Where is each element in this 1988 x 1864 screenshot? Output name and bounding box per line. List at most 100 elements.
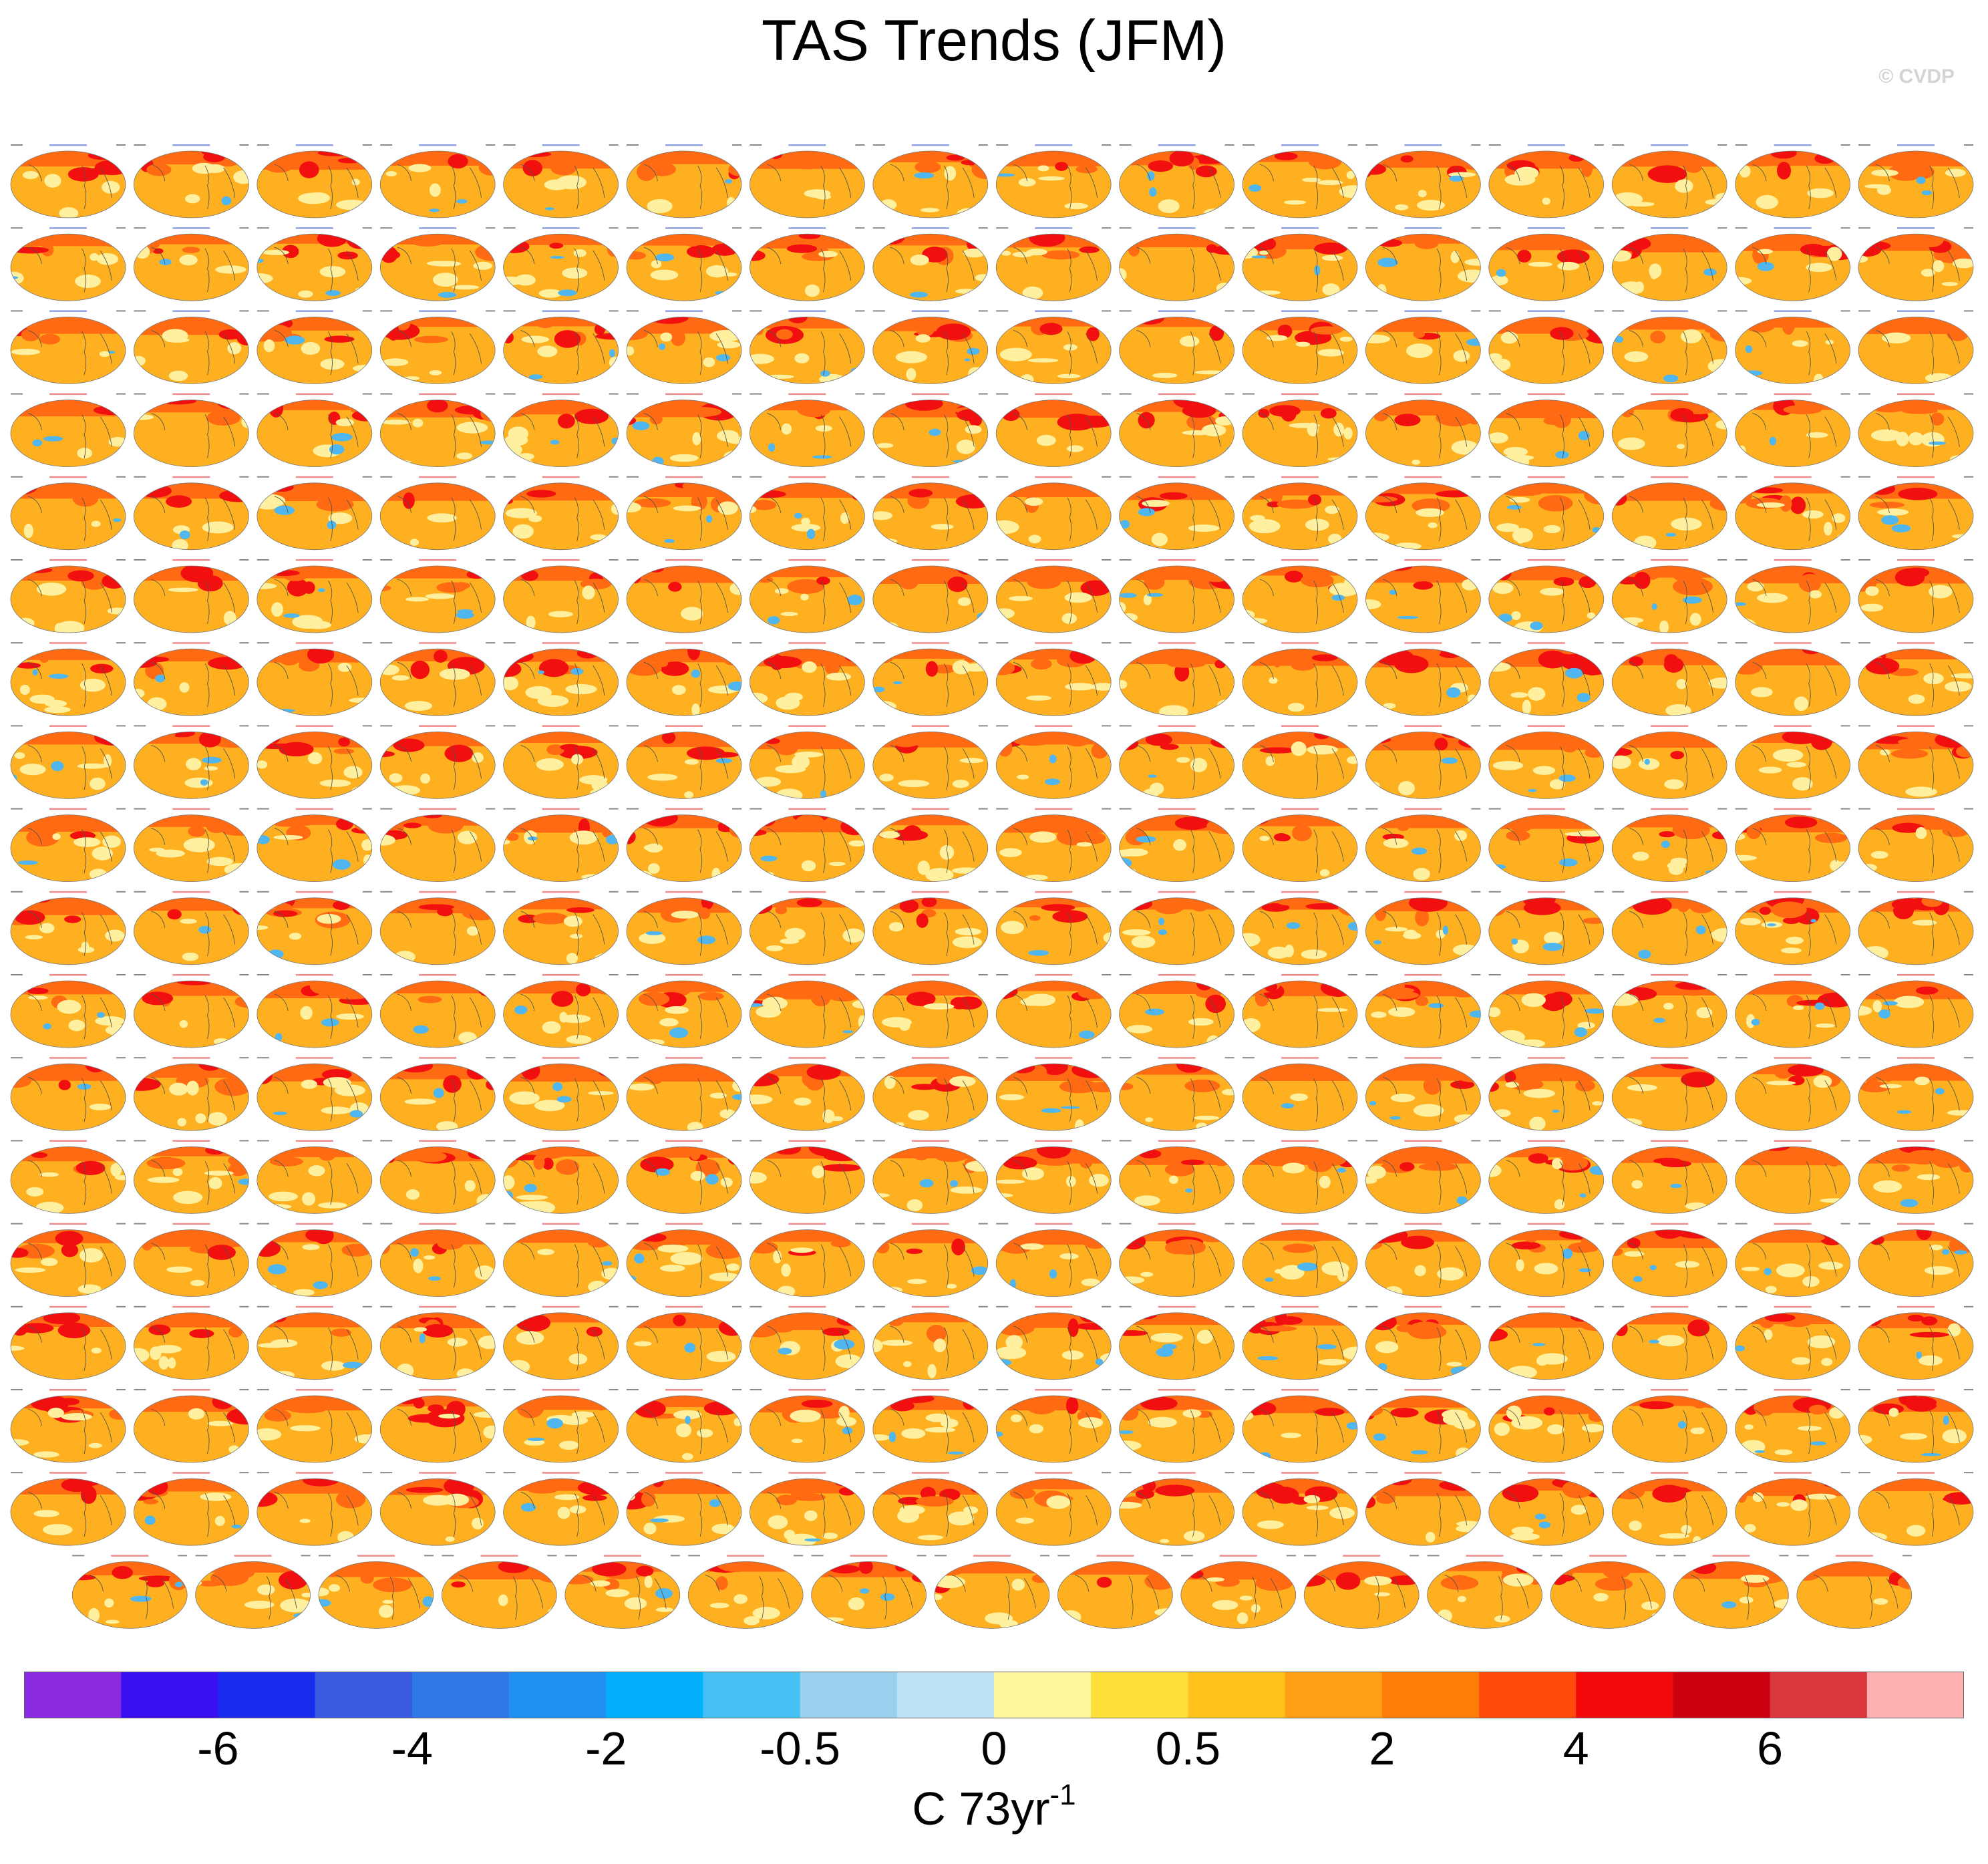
map-outline xyxy=(503,648,619,716)
cool-anomaly xyxy=(847,595,863,605)
warm-anomaly xyxy=(357,317,372,323)
map-outline xyxy=(10,400,126,467)
warm-anomaly xyxy=(776,329,793,340)
colorbar-swatch xyxy=(1673,1672,1771,1718)
neutral-anomaly xyxy=(1176,757,1190,763)
warm-anomaly xyxy=(1603,1563,1631,1579)
cool-anomaly xyxy=(1810,1441,1827,1446)
panel-label-mark xyxy=(1897,891,1935,893)
warm-anomaly xyxy=(212,1396,234,1410)
warm-anomaly xyxy=(971,566,988,575)
map-outline xyxy=(133,1063,249,1131)
coastline xyxy=(1136,1076,1221,1122)
coastline xyxy=(1506,661,1591,708)
cool-anomaly xyxy=(1552,1109,1560,1113)
neutral-anomaly xyxy=(308,1165,325,1177)
neutral-anomaly xyxy=(57,999,81,1014)
warm-anomaly xyxy=(816,577,830,585)
neutral-anomaly xyxy=(1021,1167,1044,1181)
map-outline xyxy=(750,897,865,965)
panel-label-mark xyxy=(1527,559,1565,561)
map-outline xyxy=(1611,482,1727,551)
neutral-anomaly xyxy=(1521,993,1546,1007)
warm-anomaly xyxy=(136,897,149,906)
warm-anomaly xyxy=(1612,1312,1637,1326)
panel-period-mark xyxy=(1858,559,1870,561)
cool-anomaly xyxy=(778,1348,792,1355)
map-panel xyxy=(1611,1057,1727,1131)
warm-anomaly xyxy=(750,1146,770,1156)
neutral-anomaly xyxy=(1933,260,1945,273)
neutral-anomaly xyxy=(1413,1104,1444,1117)
panel-label-mark xyxy=(49,1305,87,1308)
coastline xyxy=(27,164,112,210)
cool-anomaly xyxy=(919,1179,934,1188)
neutral-anomaly xyxy=(562,267,588,279)
neutral-anomaly xyxy=(784,1529,796,1540)
warm-anomaly xyxy=(1695,1396,1727,1408)
map-panel xyxy=(133,725,249,799)
cool-anomaly xyxy=(1410,1450,1428,1454)
warm-anomaly xyxy=(1270,1487,1299,1504)
panel-value-mark xyxy=(978,1223,988,1225)
neutral-anomaly xyxy=(726,1263,740,1271)
panel-period-mark xyxy=(1858,1305,1870,1307)
panel-period-mark xyxy=(996,1472,1009,1474)
panel-period-mark xyxy=(503,1223,516,1225)
warm-anomaly xyxy=(437,1237,464,1250)
panel-value-mark xyxy=(1348,393,1357,395)
panel-label-mark xyxy=(911,144,949,146)
colorbar-swatch xyxy=(896,1672,995,1718)
neutral-anomaly xyxy=(77,448,92,459)
neutral-anomaly xyxy=(1781,947,1802,954)
cool-anomaly xyxy=(546,1418,563,1429)
coastline xyxy=(1752,1076,1837,1122)
cool-anomaly xyxy=(1651,603,1657,610)
panel-label-mark xyxy=(1774,974,1812,976)
panel-period-mark xyxy=(996,1057,1009,1059)
panel-period-mark xyxy=(503,1140,516,1142)
panel-value-mark xyxy=(1594,476,1604,478)
cool-anomaly xyxy=(1661,840,1670,848)
panel-label-mark xyxy=(542,1057,580,1059)
warm-anomaly xyxy=(681,407,722,418)
panel-value-mark xyxy=(239,974,249,975)
map-outline xyxy=(626,150,742,218)
neutral-anomaly xyxy=(516,1201,548,1206)
neutral-anomaly xyxy=(1456,1521,1481,1527)
colorbar-tick-label: -6 xyxy=(197,1722,239,1774)
map-panel xyxy=(1858,1223,1974,1297)
panel-label-mark xyxy=(295,891,333,893)
coastline xyxy=(1506,413,1591,458)
map-outline xyxy=(503,732,619,799)
map-panel xyxy=(872,808,989,882)
neutral-anomaly xyxy=(840,512,850,524)
map-panel xyxy=(626,725,742,799)
map-panel xyxy=(133,1140,249,1214)
warm-anomaly xyxy=(577,1480,617,1495)
arctic-warming-band xyxy=(134,1312,249,1328)
neutral-anomaly xyxy=(1681,329,1702,343)
neutral-anomaly xyxy=(1194,370,1226,375)
cool-anomaly xyxy=(1206,459,1214,465)
map-outline xyxy=(1858,732,1974,799)
warm-anomaly xyxy=(1409,897,1448,912)
map-panel xyxy=(1611,310,1727,384)
neutral-anomaly xyxy=(1758,766,1782,774)
warm-anomaly xyxy=(1771,901,1807,919)
neutral-anomaly xyxy=(1418,190,1427,198)
panel-label-mark xyxy=(49,310,87,312)
coastline xyxy=(1013,661,1098,708)
panel-period-mark xyxy=(1488,227,1501,229)
panel-label-mark xyxy=(295,1305,333,1308)
panel-label-mark xyxy=(172,1140,210,1142)
cool-anomaly xyxy=(1644,758,1650,765)
warm-anomaly xyxy=(1291,661,1315,671)
warm-anomaly xyxy=(1413,581,1434,590)
coastline xyxy=(1752,496,1837,541)
warm-anomaly xyxy=(1338,899,1357,917)
map-outline xyxy=(872,814,989,882)
map-outline xyxy=(750,150,865,218)
arctic-warming-band xyxy=(319,1561,434,1577)
neutral-anomaly xyxy=(1188,524,1220,532)
